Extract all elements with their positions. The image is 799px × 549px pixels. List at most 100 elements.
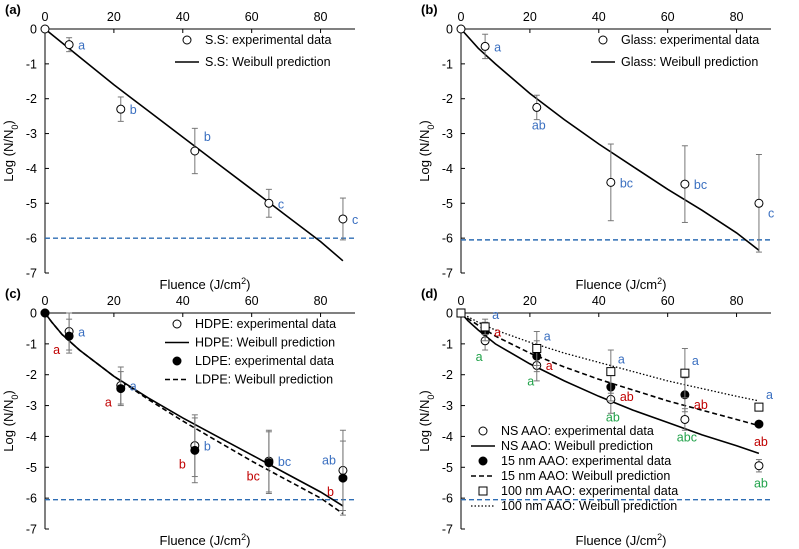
data-point — [754, 402, 764, 412]
y-axis-title: Log (N/N0) — [1, 390, 20, 451]
y-tick-label: -4 — [26, 162, 37, 176]
data-point — [64, 40, 74, 50]
y-tick-label: 0 — [446, 23, 453, 37]
y-tick-label: -3 — [26, 127, 37, 141]
y-tick-label: -2 — [26, 92, 37, 106]
y-tick-label: -5 — [26, 461, 37, 475]
significance-label: a — [494, 40, 501, 54]
legend-marker — [182, 35, 192, 45]
y-tick-label: -1 — [442, 337, 453, 351]
significance-label: ab — [606, 410, 620, 424]
legend-marker — [172, 319, 182, 329]
x-tick-label: 80 — [730, 10, 744, 24]
x-tick-label: 80 — [730, 294, 744, 308]
significance-label: b — [130, 103, 137, 117]
legend-label: 100 nm AAO: experimental data — [501, 484, 678, 498]
significance-label: b — [179, 457, 186, 471]
weibull-curve — [460, 28, 760, 251]
significance-label: a — [492, 308, 499, 322]
data-point — [264, 198, 274, 208]
significance-label: c — [278, 197, 284, 211]
x-tick-label: 20 — [107, 10, 121, 24]
y-tick-label: -3 — [26, 399, 37, 413]
significance-label: a — [618, 353, 625, 367]
significance-label: a — [130, 380, 137, 394]
weibull-curve — [460, 312, 760, 455]
data-point — [754, 198, 764, 208]
data-point — [64, 331, 74, 341]
y-tick-label: -7 — [26, 267, 37, 281]
data-point — [338, 214, 348, 224]
significance-label: b — [327, 485, 334, 499]
data-point — [532, 343, 542, 353]
panel-label: (c) — [5, 286, 21, 301]
y-tick-label: -6 — [26, 492, 37, 506]
legend-label: S.S: Weibull prediction — [205, 55, 331, 69]
legend-marker — [478, 426, 488, 436]
legend-label: NS AAO: Weibull prediction — [501, 439, 653, 453]
data-point — [680, 179, 690, 189]
panel-label: (d) — [421, 286, 438, 301]
y-tick-label: -4 — [442, 162, 453, 176]
significance-label: b — [204, 130, 211, 144]
data-point — [40, 308, 50, 318]
y-tick-label: -3 — [442, 127, 453, 141]
significance-label: a — [53, 343, 60, 357]
y-tick-label: 0 — [30, 307, 37, 321]
data-point — [116, 104, 126, 114]
y-tick-label: -6 — [442, 232, 453, 246]
significance-label: ab — [620, 390, 634, 404]
y-tick-label: -7 — [442, 267, 453, 281]
y-tick-label: -2 — [442, 368, 453, 382]
significance-label: a — [78, 326, 85, 340]
y-tick-label: -3 — [442, 399, 453, 413]
data-point — [754, 461, 764, 471]
x-tick-label: 40 — [592, 10, 606, 24]
y-axis-title: Log (N/N0) — [417, 120, 436, 181]
y-tick-label: -6 — [442, 492, 453, 506]
legend-label: Glass: Weibull prediction — [621, 55, 758, 69]
y-axis-title: Log (N/N0) — [417, 390, 436, 451]
legend-label: NS AAO: experimental data — [501, 424, 654, 438]
significance-label: a — [476, 350, 483, 364]
x-tick-label: 60 — [661, 294, 675, 308]
y-tick-label: -7 — [26, 523, 37, 537]
x-tick-label: 40 — [176, 10, 190, 24]
significance-label: bc — [620, 176, 633, 190]
significance-label: bc — [694, 178, 707, 192]
significance-label: a — [766, 388, 773, 402]
data-point — [456, 24, 466, 34]
significance-label: c — [768, 206, 774, 220]
y-axis-title: Log (N/N0) — [1, 120, 20, 181]
significance-label: ab — [754, 477, 768, 491]
y-tick-label: -5 — [442, 197, 453, 211]
significance-label: ab — [754, 435, 768, 449]
significance-label: b — [204, 440, 211, 454]
data-point — [680, 414, 690, 424]
significance-label: ab — [694, 398, 708, 412]
x-tick-label: 80 — [314, 294, 328, 308]
data-point — [338, 473, 348, 483]
data-point — [456, 308, 466, 318]
x-tick-label: 0 — [42, 294, 49, 308]
chart-panel-0: (a) 0 -1 -2 -3 -4 -5 -6 -7 0 20 40 60 80 Log (N/N0) Flu… — [1, 2, 358, 292]
y-tick-label: -4 — [26, 430, 37, 444]
y-tick-label: -1 — [26, 337, 37, 351]
y-tick-label: -5 — [442, 461, 453, 475]
x-tick-label: 60 — [661, 10, 675, 24]
legend: Glass: experimental data Glass: Weibull p… — [591, 33, 759, 69]
chart-panel-3: (d) 0 -1 -2 -3 -4 -5 -6 -7 0 20 40 60 80 Log (N/N0) Flu… — [417, 286, 773, 548]
significance-label: c — [352, 213, 358, 227]
y-tick-label: -1 — [442, 57, 453, 71]
y-tick-label: -7 — [442, 523, 453, 537]
legend-label: 100 nm AAO: Weibull prediction — [501, 499, 677, 513]
data-point — [480, 322, 490, 332]
y-tick-label: -6 — [26, 232, 37, 246]
x-tick-label: 40 — [176, 294, 190, 308]
x-tick-label: 20 — [523, 10, 537, 24]
legend-label: Glass: experimental data — [621, 33, 759, 47]
weibull-curve — [460, 312, 760, 402]
data-point — [532, 102, 542, 112]
legend: HDPE: experimental data HDPE: Weibull pre… — [165, 317, 336, 387]
